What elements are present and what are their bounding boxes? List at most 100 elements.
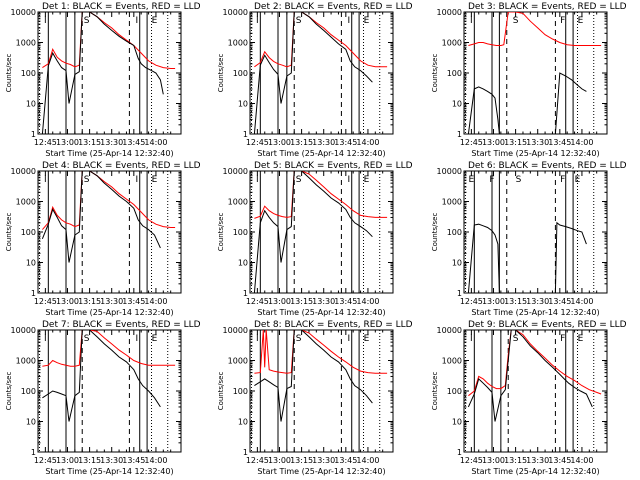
y-tick-label: 100	[447, 69, 462, 78]
x-tick-label: 13:00	[482, 138, 505, 147]
interval-letter: E	[152, 334, 158, 344]
interval-letter: F	[560, 334, 565, 344]
x-axis-label: Start Time (25-Apr-14 12:32:40)	[45, 149, 173, 158]
x-tick-label: 13:30	[312, 138, 335, 147]
x-tick-label: 13:30	[526, 138, 549, 147]
interval-letter: E	[364, 334, 370, 344]
y-tick-label: 10000	[11, 326, 36, 335]
y-axis-label: Counts/sec	[5, 213, 13, 252]
y-tick-label: 1000	[442, 357, 462, 366]
detector-panel-4: 1 10 100 1000 10000 12:45 13:00 13:15 13:30 13:45…	[5, 161, 201, 317]
interval-letter: I	[470, 16, 473, 26]
y-tick-label: 10000	[437, 8, 462, 17]
detector-panel-8: 1 10 100 1000 10000 12:45 13:00 13:15 13:30 13:45…	[217, 320, 413, 476]
plot-frame	[249, 11, 394, 135]
events-series-line	[41, 12, 164, 134]
y-axis-label: Counts/sec	[217, 213, 225, 252]
y-tick-label: 100	[21, 69, 36, 78]
x-tick-label: 13:00	[268, 456, 291, 465]
series-group	[467, 221, 587, 293]
x-tick-label: 12:45	[460, 138, 483, 147]
x-tick-label: 13:45	[548, 138, 571, 147]
series-group	[41, 171, 176, 263]
plot-frame	[463, 329, 608, 453]
y-tick-label: 1	[243, 130, 248, 139]
x-tick-label: 12:45	[246, 456, 269, 465]
series-group	[41, 12, 176, 134]
x-tick-label: 13:00	[56, 138, 79, 147]
x-tick-label: 13:00	[56, 456, 79, 465]
x-tick-label: 14:00	[570, 456, 593, 465]
panel-title: Det 7: BLACK = Events, RED = LLD	[42, 320, 201, 330]
y-tick-label: 1000	[16, 39, 36, 48]
x-tick-label: 14:00	[356, 297, 379, 306]
x-tick-label: 13:30	[526, 297, 549, 306]
interval-letter: E	[578, 16, 584, 26]
panel-title: Det 4: BLACK = Events, RED = LLD	[42, 161, 201, 171]
y-tick-label: 1	[31, 289, 36, 298]
x-tick-label: 14:00	[144, 138, 167, 147]
x-tick-label: 12:45	[34, 456, 57, 465]
y-tick-label: 10	[238, 259, 248, 268]
interval-letter: S	[84, 175, 90, 185]
x-tick-label: 13:00	[482, 456, 505, 465]
y-tick-label: 10	[452, 418, 462, 427]
interval-letter: E	[578, 334, 584, 344]
x-tick-label: 14:00	[570, 138, 593, 147]
y-tick-label: 10	[26, 100, 36, 109]
series-group	[467, 330, 602, 422]
interval-letter: S	[296, 16, 302, 26]
x-tick-label: 13:00	[268, 297, 291, 306]
detector-panel-7: 1 10 100 1000 10000 12:45 13:00 13:15 13:30 13:45…	[5, 320, 201, 476]
y-tick-label: 1000	[228, 39, 248, 48]
panel-title: Det 1: BLACK = Events, RED = LLD	[42, 2, 201, 12]
y-tick-label: 1	[457, 130, 462, 139]
x-axis-label: Start Time (25-Apr-14 12:32:40)	[471, 467, 599, 476]
plot-frame	[463, 11, 608, 135]
y-tick-label: 1000	[16, 198, 36, 207]
x-tick-label: 12:45	[246, 297, 269, 306]
interval-letter: S	[516, 175, 522, 185]
x-tick-label: 13:00	[482, 297, 505, 306]
x-tick-label: 13:00	[56, 297, 79, 306]
x-tick-label: 12:45	[246, 138, 269, 147]
y-tick-label: 10	[238, 418, 248, 427]
panel-title: Det 3: BLACK = Events, RED = LLD	[468, 2, 627, 12]
interval-letter: E	[575, 175, 581, 185]
detector-panel-3: 1 10 100 1000 10000 12:45 13:00 13:15 13:30 13:45…	[431, 2, 627, 158]
y-tick-label: 1	[243, 448, 248, 457]
y-tick-label: 100	[233, 387, 248, 396]
panel-title: Det 8: BLACK = Events, RED = LLD	[254, 320, 413, 330]
interval-letter: S	[84, 334, 90, 344]
y-tick-label: 1000	[16, 357, 36, 366]
x-axis-label: Start Time (25-Apr-14 12:32:40)	[257, 308, 385, 317]
interval-letter: E	[152, 16, 158, 26]
events-series-line	[467, 330, 593, 422]
interval-letter: I	[44, 16, 47, 26]
y-tick-label: 1000	[442, 39, 462, 48]
x-tick-label: 13:15	[504, 138, 527, 147]
events-series-line	[467, 72, 587, 134]
x-tick-label: 13:15	[78, 456, 101, 465]
y-tick-label: 100	[233, 69, 248, 78]
panel-title: Det 9: BLACK = Events, RED = LLD	[468, 320, 627, 330]
y-tick-label: 10	[452, 259, 462, 268]
interval-letter: E	[152, 175, 158, 185]
y-tick-label: 1	[457, 289, 462, 298]
x-tick-label: 13:30	[312, 456, 335, 465]
interval-letter: S	[296, 334, 302, 344]
y-tick-label: 100	[21, 228, 36, 237]
interval-letter: I	[256, 16, 259, 26]
x-tick-label: 13:30	[100, 297, 123, 306]
x-tick-label: 14:00	[356, 138, 379, 147]
x-axis-label: Start Time (25-Apr-14 12:32:40)	[45, 308, 173, 317]
interval-letter: F	[489, 175, 494, 185]
y-tick-label: 10000	[223, 8, 248, 17]
events-series-line	[41, 171, 161, 263]
series-group	[42, 330, 176, 422]
interval-letter: I	[135, 16, 138, 26]
events-series-line	[253, 12, 373, 134]
y-axis-label: Counts/sec	[431, 372, 439, 411]
series-group	[467, 12, 602, 134]
